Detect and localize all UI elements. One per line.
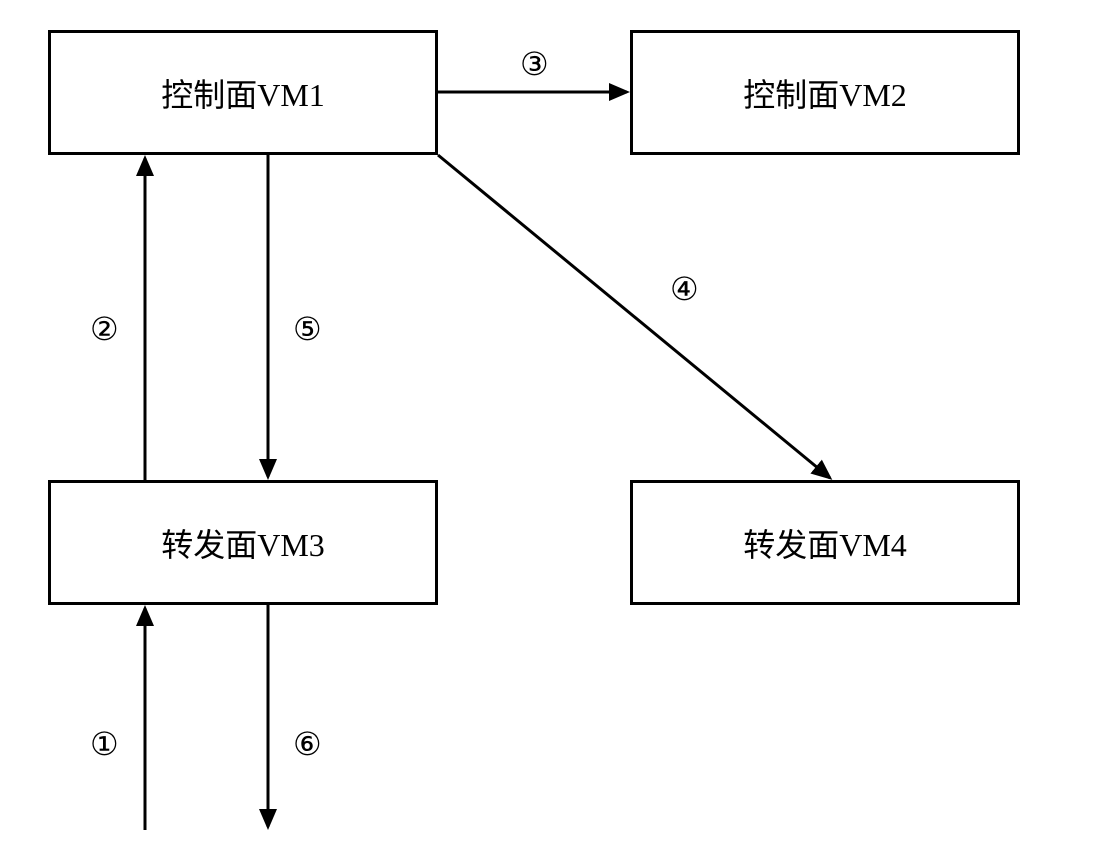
edge-2-label: ② — [90, 310, 119, 348]
node-vm2-label: 控制面VM2 — [743, 70, 907, 116]
node-vm4: 转发面VM4 — [630, 480, 1020, 605]
node-vm4-label: 转发面VM4 — [743, 520, 907, 566]
node-vm3: 转发面VM3 — [48, 480, 438, 605]
node-vm1: 控制面VM1 — [48, 30, 438, 155]
edge-3-label: ③ — [520, 45, 549, 83]
edge-5-label: ⑤ — [293, 310, 322, 348]
edge-4-label-text: ④ — [670, 271, 699, 307]
edge-4 — [438, 155, 830, 478]
node-vm1-label: 控制面VM1 — [161, 70, 325, 116]
node-vm2: 控制面VM2 — [630, 30, 1020, 155]
edge-1-label: ① — [90, 725, 119, 763]
node-vm3-label: 转发面VM3 — [161, 520, 325, 566]
edge-1-label-text: ① — [90, 726, 119, 762]
edge-3-label-text: ③ — [520, 46, 549, 82]
edge-6-label: ⑥ — [293, 725, 322, 763]
edge-4-label: ④ — [670, 270, 699, 308]
edge-5-label-text: ⑤ — [293, 311, 322, 347]
edge-2-label-text: ② — [90, 311, 119, 347]
edge-6-label-text: ⑥ — [293, 726, 322, 762]
